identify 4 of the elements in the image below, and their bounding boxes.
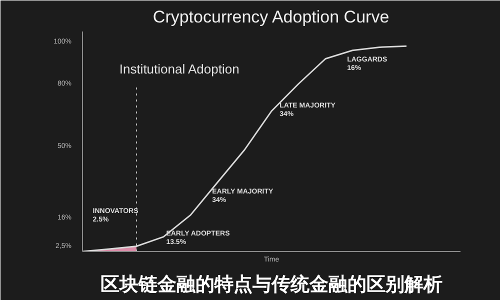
chart-title: Cryptocurrency Adoption Curve <box>152 8 390 26</box>
annotation: Institutional Adoption <box>119 62 240 77</box>
line-series <box>82 45 408 252</box>
text: 区块链金融的特点与传统金融的区别解析 <box>100 274 442 296</box>
